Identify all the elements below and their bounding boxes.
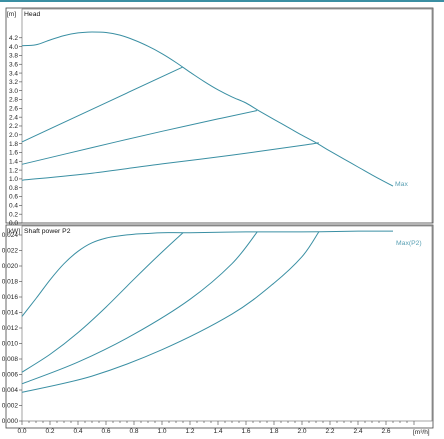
y-tick-label: 1.8 <box>9 141 18 148</box>
power-title: Shaft power P2 <box>24 228 71 235</box>
y-tick-label: 2.6 <box>9 106 18 113</box>
head-curves <box>21 31 394 187</box>
y-tick-label: 2.0 <box>9 132 18 139</box>
x-tick-label: 1.4 <box>213 428 222 435</box>
y-tick-label: 0.014 <box>2 310 19 317</box>
power-x-ticks: 0.0 0.2 0.4 0.6 0.8 1.0 1.2 1.4 1.6 1.8 2.0 2.2 2.4 2… <box>17 421 415 435</box>
y-tick-label: 3.6 <box>9 61 18 68</box>
y-tick-label: 0.000 <box>2 418 19 425</box>
y-tick-label: 3.2 <box>9 79 18 86</box>
head-max-label: Max <box>395 181 408 188</box>
head-panel: Head [m] 0.0 0.20.4 0.6 0.8 1.0 1.2 1.41.6 1.8 2… <box>5 7 434 227</box>
curve-speed-2 <box>21 231 258 385</box>
y-tick-label: 1.4 <box>9 158 18 165</box>
head-plot-area <box>21 8 433 224</box>
curve-max <box>21 230 394 317</box>
power-panel: Shaft power P2 [kW] 0.000 0.002 0.004 0.006… <box>2 224 434 436</box>
y-tick-label: 0.022 <box>2 248 19 255</box>
y-tick-label: 0.020 <box>2 263 19 270</box>
y-tick-label: 2.2 <box>9 123 18 130</box>
x-tick-label: 0.6 <box>101 428 110 435</box>
x-tick-label: 0.0 <box>17 428 26 435</box>
y-tick-label: 0.012 <box>2 325 19 332</box>
power-plot-area <box>21 225 433 422</box>
x-axis-unit: [m³/h] <box>413 429 430 436</box>
head-y-ticks: 0.00.20.40.60.81.01.21.41.61.82.02.22.42… <box>9 35 22 227</box>
x-tick-label: 1.0 <box>157 428 166 435</box>
y-tick-label: 0.4 <box>9 203 18 210</box>
curve-max <box>21 31 394 187</box>
y-tick-label: 0.006 <box>2 372 19 379</box>
y-tick-label: 4.0 <box>9 44 18 51</box>
x-tick-label: 2.4 <box>353 428 362 435</box>
x-tick-label: 1.2 <box>185 428 194 435</box>
power-max-label: Max(P2) <box>396 240 422 247</box>
y-tick-label: 1.2 <box>9 167 18 174</box>
y-tick-label: 0.2 <box>9 211 18 218</box>
curve-speed-1 <box>21 66 184 143</box>
y-tick-label: 0.016 <box>2 294 19 301</box>
y-tick-label: 0.002 <box>2 403 19 410</box>
y-tick-label: 0.018 <box>2 279 19 286</box>
head-panel-frame <box>5 7 434 224</box>
head-title: Head <box>24 11 40 18</box>
power-panel-frame <box>5 224 434 429</box>
y-tick-label: 3.8 <box>9 53 18 60</box>
y-tick-label: 3.4 <box>9 70 18 77</box>
curve-speed-1 <box>21 232 184 373</box>
y-tick-label: 4.2 <box>9 35 18 42</box>
x-tick-label: 2.2 <box>325 428 334 435</box>
y-tick-label: 1.6 <box>9 150 18 157</box>
y-tick-label: 0.004 <box>2 387 19 394</box>
x-tick-label: 2.6 <box>381 428 390 435</box>
x-tick-label: 0.2 <box>45 428 54 435</box>
y-tick-label: 1.0 <box>9 176 18 183</box>
x-tick-label: 0.8 <box>129 428 138 435</box>
curve-speed-3 <box>21 231 320 393</box>
y-tick-label: 0.010 <box>2 341 19 348</box>
power-curves <box>21 230 394 393</box>
head-y-unit: [m] <box>7 11 16 18</box>
y-tick-label: 3.0 <box>9 88 18 95</box>
y-tick-label: 0.008 <box>2 356 19 363</box>
y-tick-label: 0.6 <box>9 194 18 201</box>
power-y-ticks: 0.000 0.002 0.004 0.006 0.008 0.010 0.012 0.014… <box>2 232 22 425</box>
y-tick-label: 0.8 <box>9 185 18 192</box>
curve-speed-2 <box>21 110 258 165</box>
window-top-border <box>0 0 444 2</box>
power-y-unit: [kW] <box>7 228 20 235</box>
y-tick-label: 2.8 <box>9 97 18 104</box>
x-tick-label: 1.8 <box>269 428 278 435</box>
curve-speed-3 <box>21 142 319 181</box>
y-tick-label: 0.024 <box>2 232 19 239</box>
x-tick-label: 1.6 <box>241 428 250 435</box>
x-tick-label: 0.4 <box>73 428 82 435</box>
y-tick-label: 2.4 <box>9 114 18 121</box>
y-tick-label: 0.0 <box>9 220 18 227</box>
x-tick-label: 2.0 <box>297 428 306 435</box>
